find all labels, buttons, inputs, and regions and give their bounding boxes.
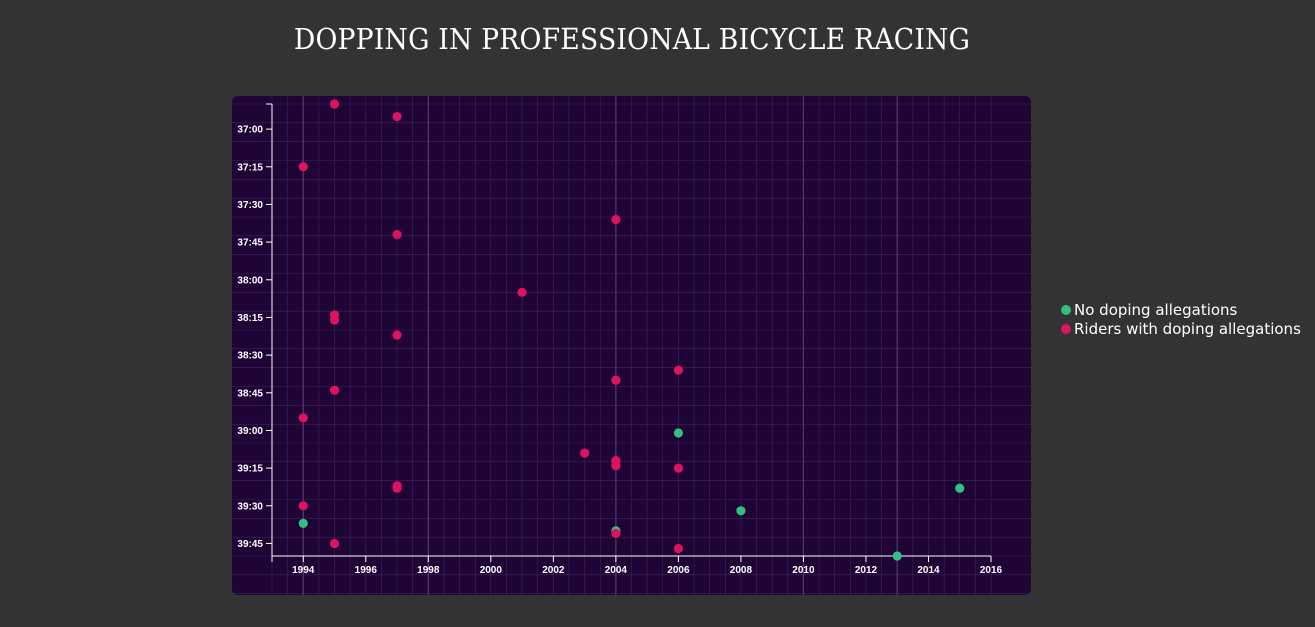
chart-title: DOPPING IN PROFESSIONAL BICYCLE RACING	[293, 22, 971, 56]
data-point-doping	[392, 330, 402, 340]
data-points	[298, 99, 965, 561]
data-point-doping	[329, 315, 340, 325]
y-tick-label: 38:00	[237, 275, 263, 286]
legend-swatch-doping	[1061, 323, 1071, 334]
x-tick-label: 2004	[605, 565, 628, 576]
data-point-doping	[392, 483, 402, 493]
data-point-doping	[392, 229, 402, 240]
x-tick-label: 2006	[667, 565, 690, 576]
legend-label-clean: No doping allegations	[1074, 300, 1238, 319]
x-tick-label: 2002	[542, 565, 565, 576]
data-point-doping	[673, 365, 683, 375]
x-tick-label: 2016	[980, 565, 1003, 576]
data-point-clean	[298, 518, 308, 528]
x-tick-label: 2012	[855, 565, 878, 576]
chart-panel: 1994 1996 1998 2000 2002 2004 2006 2008 2010 2012…	[232, 96, 1031, 595]
y-tick-label: 37:15	[237, 162, 263, 173]
x-tick-label: 2014	[917, 565, 940, 576]
y-tick-label: 39:15	[237, 464, 263, 475]
legend-swatch-clean	[1061, 304, 1071, 315]
data-point-doping	[329, 99, 340, 109]
data-point-doping	[673, 543, 683, 554]
data-point-doping	[611, 375, 621, 385]
data-point-doping	[329, 538, 340, 549]
x-tick-label: 1996	[355, 565, 378, 576]
y-tick-label: 39:30	[237, 501, 263, 512]
data-point-doping	[329, 385, 340, 395]
x-tick-label: 2008	[730, 565, 753, 576]
y-tick-label: 37:45	[237, 238, 263, 249]
x-tick-label: 2000	[480, 565, 503, 576]
data-point-clean	[736, 506, 746, 516]
data-point-clean	[892, 551, 902, 561]
y-tick-label: 39:45	[237, 539, 263, 550]
grid-lines	[232, 96, 1031, 595]
x-tick-label: 1998	[417, 565, 440, 576]
data-point-doping	[298, 501, 308, 511]
y-tick-label: 38:45	[237, 388, 263, 399]
legend-label-doping: Riders with doping allegations	[1074, 319, 1301, 338]
data-point-doping	[517, 287, 527, 297]
data-point-doping	[673, 463, 683, 473]
legend: No doping allegations Riders with doping…	[1061, 300, 1301, 338]
data-point-doping	[580, 448, 590, 458]
data-point-doping	[611, 214, 621, 225]
data-point-doping	[611, 528, 621, 538]
y-tick-label: 38:15	[237, 313, 263, 324]
scatter-plot: 1994 1996 1998 2000 2002 2004 2006 2008 2010 2012…	[232, 96, 1031, 595]
legend-item-doping: Riders with doping allegations	[1061, 319, 1301, 338]
axes: 1994 1996 1998 2000 2002 2004 2006 2008 2010 2012…	[237, 103, 1003, 576]
y-tick-label: 37:00	[237, 125, 263, 136]
data-point-doping	[611, 461, 621, 471]
x-tick-label: 1994	[292, 565, 315, 576]
data-point-clean	[955, 483, 965, 493]
x-tick-label: 2010	[792, 565, 815, 576]
legend-item-clean: No doping allegations	[1061, 300, 1301, 319]
data-point-clean	[673, 428, 683, 438]
y-tick-label: 39:00	[237, 426, 263, 437]
data-point-doping	[298, 162, 308, 172]
data-point-doping	[392, 111, 402, 122]
y-tick-label: 38:30	[237, 351, 263, 362]
data-point-doping	[298, 413, 308, 423]
y-tick-label: 37:30	[237, 200, 263, 211]
